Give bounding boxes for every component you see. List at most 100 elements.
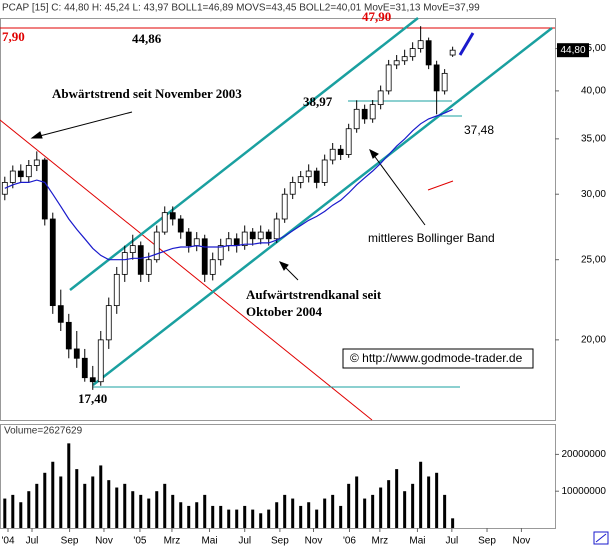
volume-bar xyxy=(43,472,47,528)
candle-body xyxy=(25,165,32,178)
candle-body xyxy=(129,245,136,253)
candle-body xyxy=(225,238,232,247)
candle-body xyxy=(137,245,144,275)
projection-line xyxy=(427,180,454,191)
y-tick-label: 35,00 xyxy=(581,133,606,144)
volume-bar xyxy=(11,494,15,528)
candle-body xyxy=(257,231,264,240)
candle-body xyxy=(345,128,352,155)
candle-body xyxy=(425,40,432,66)
volume-bar xyxy=(27,491,31,528)
volume-bar xyxy=(147,498,151,528)
copyright-box xyxy=(342,348,534,369)
x-tick-label: '05 xyxy=(133,536,146,547)
candle-body xyxy=(377,90,384,106)
volume-bar xyxy=(115,487,119,528)
x-tick-label: Mai xyxy=(409,536,425,547)
volume-bar xyxy=(107,480,111,528)
volume-bar xyxy=(131,491,135,528)
volume-bar xyxy=(299,505,303,528)
volume-bar xyxy=(267,509,271,528)
candle-body xyxy=(193,238,200,247)
annotation: 44,86 xyxy=(132,31,162,46)
candle-body xyxy=(241,231,248,247)
candle-body xyxy=(289,182,296,195)
x-tick-label: '04 xyxy=(1,536,14,547)
candle-body xyxy=(265,231,272,240)
volume-bar xyxy=(411,483,415,528)
x-tick-label: Sep xyxy=(271,536,289,547)
annotation: Abwärtstrend seit November 2003 xyxy=(52,86,242,101)
candle-body xyxy=(233,238,240,247)
volume-bar xyxy=(315,509,319,528)
volume-bar xyxy=(83,483,87,528)
volume-bar xyxy=(387,480,391,528)
candle-body xyxy=(313,170,320,183)
candle-body xyxy=(153,231,160,261)
candle-body xyxy=(201,238,208,275)
volume-bar xyxy=(75,469,79,528)
candle-body xyxy=(65,321,72,350)
volume-bar xyxy=(435,472,439,528)
candle-body xyxy=(441,72,448,92)
annotation: 38,97 xyxy=(303,94,333,109)
candle-body xyxy=(17,170,24,178)
candle-body xyxy=(417,40,424,49)
candle-body xyxy=(113,273,120,307)
candle-body xyxy=(57,305,64,323)
volume-bar xyxy=(67,443,71,528)
annotation: Oktober 2004 xyxy=(246,304,322,319)
candle-body xyxy=(105,305,112,341)
volume-bar xyxy=(179,502,183,528)
x-tick-label: Mrz xyxy=(164,536,181,547)
volume-bar xyxy=(451,518,455,528)
candle-body xyxy=(89,377,96,383)
candle-body xyxy=(73,348,80,359)
candle-body xyxy=(185,231,192,247)
volume-bar xyxy=(371,494,375,528)
volume-bar xyxy=(419,461,423,528)
x-tick-label: Sep xyxy=(478,536,496,547)
volume-bar xyxy=(275,502,279,528)
annotation: 37,48 xyxy=(464,123,494,137)
x-tick-label: Jul xyxy=(26,536,39,547)
candle-body xyxy=(433,64,440,92)
volume-bar xyxy=(347,483,351,528)
volume-bar xyxy=(3,498,7,528)
volume-bar xyxy=(155,491,159,528)
candle-body xyxy=(393,60,400,66)
candle-body xyxy=(329,148,336,161)
volume-bar xyxy=(195,502,199,528)
x-tick-label: Mrz xyxy=(372,536,389,547)
volume-bar xyxy=(427,476,431,528)
candle-body xyxy=(209,259,216,275)
volume-bar xyxy=(171,494,175,528)
annotation: 47,90 xyxy=(362,9,391,24)
volume-bar xyxy=(51,461,55,528)
annotation: Aufwärtstrendkanal seit xyxy=(246,287,382,302)
candle-body xyxy=(81,357,88,379)
candle-body xyxy=(97,339,104,383)
y-tick-label: 45,00 xyxy=(581,43,606,54)
volume-bar xyxy=(307,502,311,528)
copyright: © http://www.godmode-trader.de xyxy=(350,351,523,365)
y-tick-label: 20000000 xyxy=(562,449,607,460)
moving-average xyxy=(4,108,453,261)
downtrend-line xyxy=(0,119,373,421)
candle-body xyxy=(9,170,16,183)
x-tick-label: Sep xyxy=(61,536,79,547)
candle-body xyxy=(169,212,176,220)
candle-body xyxy=(49,218,56,307)
projection-arrow xyxy=(458,32,475,56)
candle-body xyxy=(41,159,48,220)
volume-bar xyxy=(203,494,207,528)
volume-bar xyxy=(219,505,223,528)
last-price-label: 44,80 xyxy=(560,45,585,56)
candle-body xyxy=(1,182,8,195)
candle-body xyxy=(337,148,344,155)
volume-bar xyxy=(59,476,63,528)
volume-bar xyxy=(91,476,95,528)
candle-body xyxy=(281,193,288,220)
chart-header: PCAP [15] C: 44,80 H: 45,24 L: 43,97 BOL… xyxy=(2,3,480,14)
